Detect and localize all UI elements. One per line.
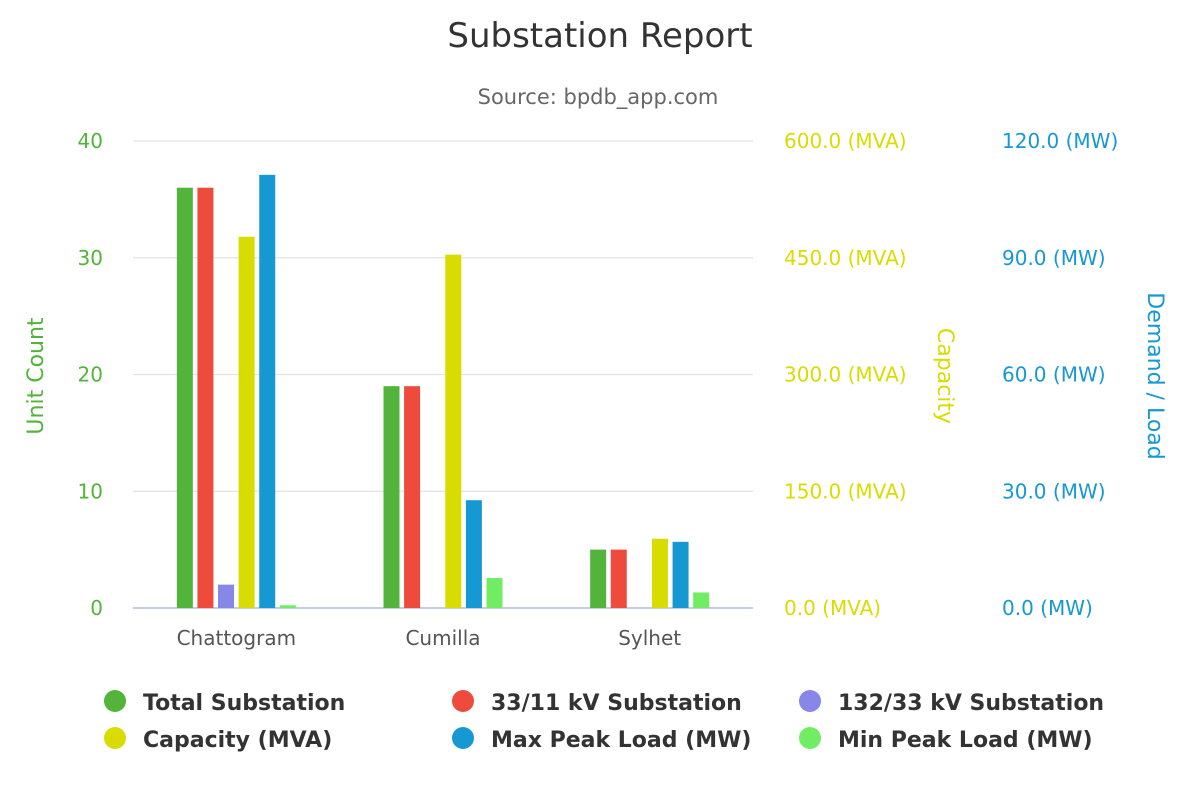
legend-marker bbox=[104, 690, 126, 712]
chart-title: Substation Report bbox=[447, 16, 752, 56]
legend-label: 132/33 kV Substation bbox=[838, 691, 1104, 716]
bar-min-peak-load-mw-chattogram[interactable] bbox=[279, 605, 296, 608]
legend: Total Substation 33/11 kV Substation 132/3… bbox=[104, 690, 1104, 753]
legend-label: 33/11 kV Substation bbox=[491, 691, 742, 716]
legend-marker bbox=[452, 690, 474, 712]
category-label: Chattogram bbox=[177, 626, 296, 650]
bar-total-substation-cumilla[interactable] bbox=[383, 386, 400, 608]
bar-capacity-mva-sylhet[interactable] bbox=[651, 538, 668, 608]
category-label: Cumilla bbox=[405, 626, 480, 650]
legend-item[interactable]: Max Peak Load (MW) bbox=[452, 727, 751, 753]
count-axis-tick: 40 bbox=[78, 129, 103, 153]
capacity-axis-tick: 450.0 (MVA) bbox=[784, 246, 907, 270]
bar-min-peak-load-mw-cumilla[interactable] bbox=[486, 578, 503, 608]
legend-marker bbox=[104, 727, 126, 749]
legend-item[interactable]: Capacity (MVA) bbox=[104, 727, 332, 753]
legend-label: Total Substation bbox=[143, 691, 345, 716]
bar-33-11-kv-substation-cumilla[interactable] bbox=[404, 386, 421, 608]
legend-label: Capacity (MVA) bbox=[143, 728, 332, 753]
legend-marker bbox=[452, 727, 474, 749]
count-axis-tick: 0 bbox=[90, 596, 103, 620]
bar-132-33-kv-substation-chattogram[interactable] bbox=[218, 584, 235, 608]
capacity-axis-tick: 600.0 (MVA) bbox=[784, 129, 907, 153]
legend-label: Min Peak Load (MW) bbox=[838, 728, 1093, 753]
count-axis-tick: 20 bbox=[78, 363, 103, 387]
load-axis-tick: 120.0 (MW) bbox=[1002, 129, 1118, 153]
capacity-axis-tick: 0.0 (MVA) bbox=[784, 596, 881, 620]
legend-marker bbox=[799, 690, 821, 712]
bar-capacity-mva-chattogram[interactable] bbox=[238, 236, 255, 609]
capacity-axis-title: Capacity bbox=[932, 328, 957, 424]
load-axis-tick: 30.0 (MW) bbox=[1002, 479, 1106, 503]
count-axis-tick: 10 bbox=[78, 479, 103, 503]
count-axis-title: Unit Count bbox=[24, 317, 49, 434]
load-axis-tick: 90.0 (MW) bbox=[1002, 246, 1106, 270]
legend-marker bbox=[799, 727, 821, 749]
legend-item[interactable]: 33/11 kV Substation bbox=[452, 690, 742, 716]
capacity-axis-tick: 300.0 (MVA) bbox=[784, 363, 907, 387]
bar-33-11-kv-substation-chattogram[interactable] bbox=[197, 187, 214, 608]
bar-total-substation-chattogram[interactable] bbox=[176, 187, 193, 608]
bars bbox=[176, 174, 710, 609]
legend-item[interactable]: 132/33 kV Substation bbox=[799, 690, 1104, 716]
capacity-axis-tick: 150.0 (MVA) bbox=[784, 479, 907, 503]
bar-max-peak-load-mw-cumilla[interactable] bbox=[465, 500, 482, 608]
load-axis-title: Demand / Load bbox=[1142, 292, 1167, 459]
count-axis-tick: 30 bbox=[78, 246, 103, 270]
bar-total-substation-sylhet[interactable] bbox=[590, 549, 607, 608]
load-axis-tick: 0.0 (MW) bbox=[1002, 596, 1093, 620]
bar-33-11-kv-substation-sylhet[interactable] bbox=[610, 549, 627, 608]
load-axis-tick: 60.0 (MW) bbox=[1002, 363, 1106, 387]
bar-max-peak-load-mw-sylhet[interactable] bbox=[672, 541, 689, 608]
legend-label: Max Peak Load (MW) bbox=[491, 728, 751, 753]
bar-min-peak-load-mw-sylhet[interactable] bbox=[693, 592, 710, 608]
bar-max-peak-load-mw-chattogram[interactable] bbox=[259, 174, 276, 609]
category-label: Sylhet bbox=[618, 626, 681, 650]
axes: 0 10 20 30 40 0.0 (MVA) 150.0 (MVA) 300.0 (MVA)… bbox=[24, 129, 1167, 650]
chart-subtitle: Source: bpdb_app.com bbox=[478, 85, 719, 110]
bar-capacity-mva-cumilla[interactable] bbox=[445, 254, 462, 609]
gridlines bbox=[133, 140, 753, 609]
legend-item[interactable]: Min Peak Load (MW) bbox=[799, 727, 1093, 753]
legend-item[interactable]: Total Substation bbox=[104, 690, 345, 716]
